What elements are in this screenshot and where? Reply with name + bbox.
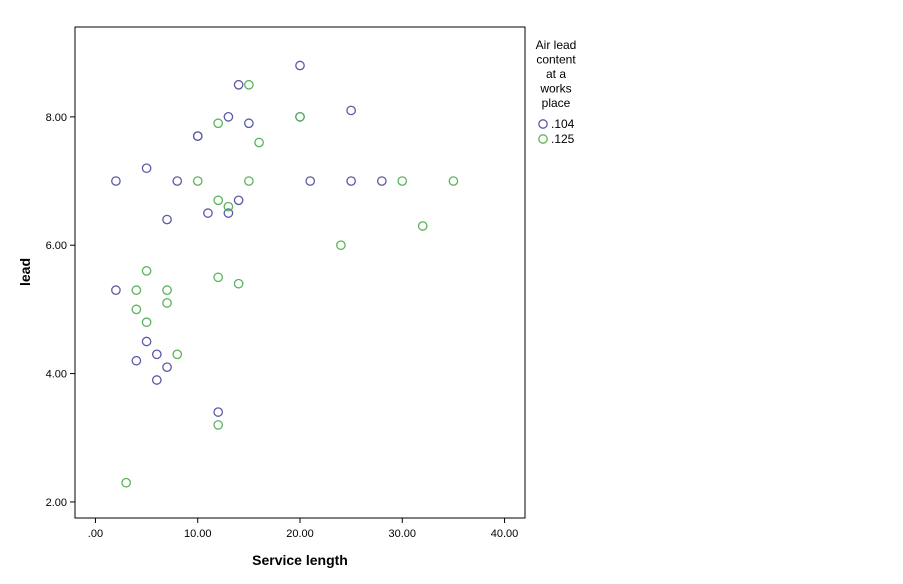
data-point-series-1	[336, 240, 346, 251]
data-point-series-1	[244, 176, 254, 186]
data-point-series-1	[213, 272, 224, 283]
data-point-series-1	[162, 285, 172, 296]
legend-title-line: works	[539, 82, 571, 96]
data-point-series-0	[244, 118, 254, 129]
data-point-series-1	[223, 201, 234, 212]
data-point-series-0	[346, 176, 356, 186]
data-point-series-0	[141, 163, 152, 174]
data-points	[111, 60, 459, 488]
data-point-series-1	[244, 79, 254, 90]
data-point-series-1	[192, 176, 203, 186]
data-point-series-0	[151, 349, 162, 360]
data-point-series-0	[111, 176, 121, 186]
data-point-series-0	[233, 195, 244, 206]
data-point-series-0	[233, 79, 244, 90]
data-point-series-0	[213, 407, 224, 417]
data-point-series-0	[192, 131, 203, 141]
data-point-series-0	[141, 336, 152, 347]
x-tick-label: 20.00	[286, 528, 314, 540]
legend-label: .104	[551, 117, 575, 131]
data-point-series-0	[131, 355, 142, 366]
data-point-series-0	[162, 214, 172, 225]
data-point-series-1	[131, 304, 142, 315]
y-tick-label: 2.00	[46, 497, 67, 509]
y-axis-title: lead	[17, 258, 33, 286]
data-point-series-1	[295, 112, 305, 122]
x-tick-label: 40.00	[491, 528, 519, 540]
data-point-series-1	[141, 317, 152, 328]
legend-title-line: place	[542, 96, 571, 110]
data-point-series-0	[223, 112, 234, 122]
data-point-series-1	[172, 349, 183, 360]
data-point-series-1	[397, 176, 408, 186]
data-point-series-1	[448, 176, 459, 186]
x-tick-label: .00	[88, 528, 103, 540]
legend-title-line: Air lead	[536, 38, 577, 52]
data-point-series-0	[172, 176, 183, 186]
legend-title-line: content	[536, 53, 576, 67]
legend-title-line: at a	[546, 67, 566, 81]
data-point-series-1	[213, 195, 224, 206]
data-point-series-0	[295, 60, 305, 71]
data-point-series-1	[213, 118, 224, 129]
data-point-series-0	[111, 285, 121, 296]
data-point-series-1	[131, 285, 142, 296]
y-tick-label: 8.00	[46, 112, 67, 124]
data-point-series-0	[376, 176, 387, 186]
data-point-series-0	[305, 176, 316, 186]
data-point-series-1	[121, 477, 131, 488]
y-tick-label: 4.00	[46, 369, 67, 381]
x-axis-ticks: .00 10.00 20.00 30.00 40.00	[88, 518, 519, 540]
y-axis-ticks: 2.00 4.00 6.00 8.00	[46, 112, 75, 509]
data-point-series-0	[151, 375, 162, 385]
data-point-series-1	[233, 278, 244, 289]
y-tick-label: 6.00	[46, 240, 67, 252]
x-axis-title: Service length	[252, 552, 348, 568]
x-tick-label: 30.00	[389, 528, 417, 540]
data-point-series-0	[203, 208, 213, 218]
data-point-series-1	[254, 137, 264, 148]
legend-marker	[538, 119, 548, 129]
data-point-series-0	[346, 105, 356, 116]
data-point-series-1	[141, 266, 152, 276]
legend-items: .104.125	[538, 117, 575, 146]
legend-label: .125	[551, 132, 575, 146]
x-tick-label: 10.00	[184, 528, 212, 540]
legend-marker	[538, 134, 548, 144]
data-point-series-0	[223, 208, 234, 218]
data-point-series-1	[417, 221, 428, 231]
data-point-series-1	[213, 420, 224, 430]
data-point-series-1	[162, 298, 172, 308]
data-point-series-0	[162, 362, 172, 373]
